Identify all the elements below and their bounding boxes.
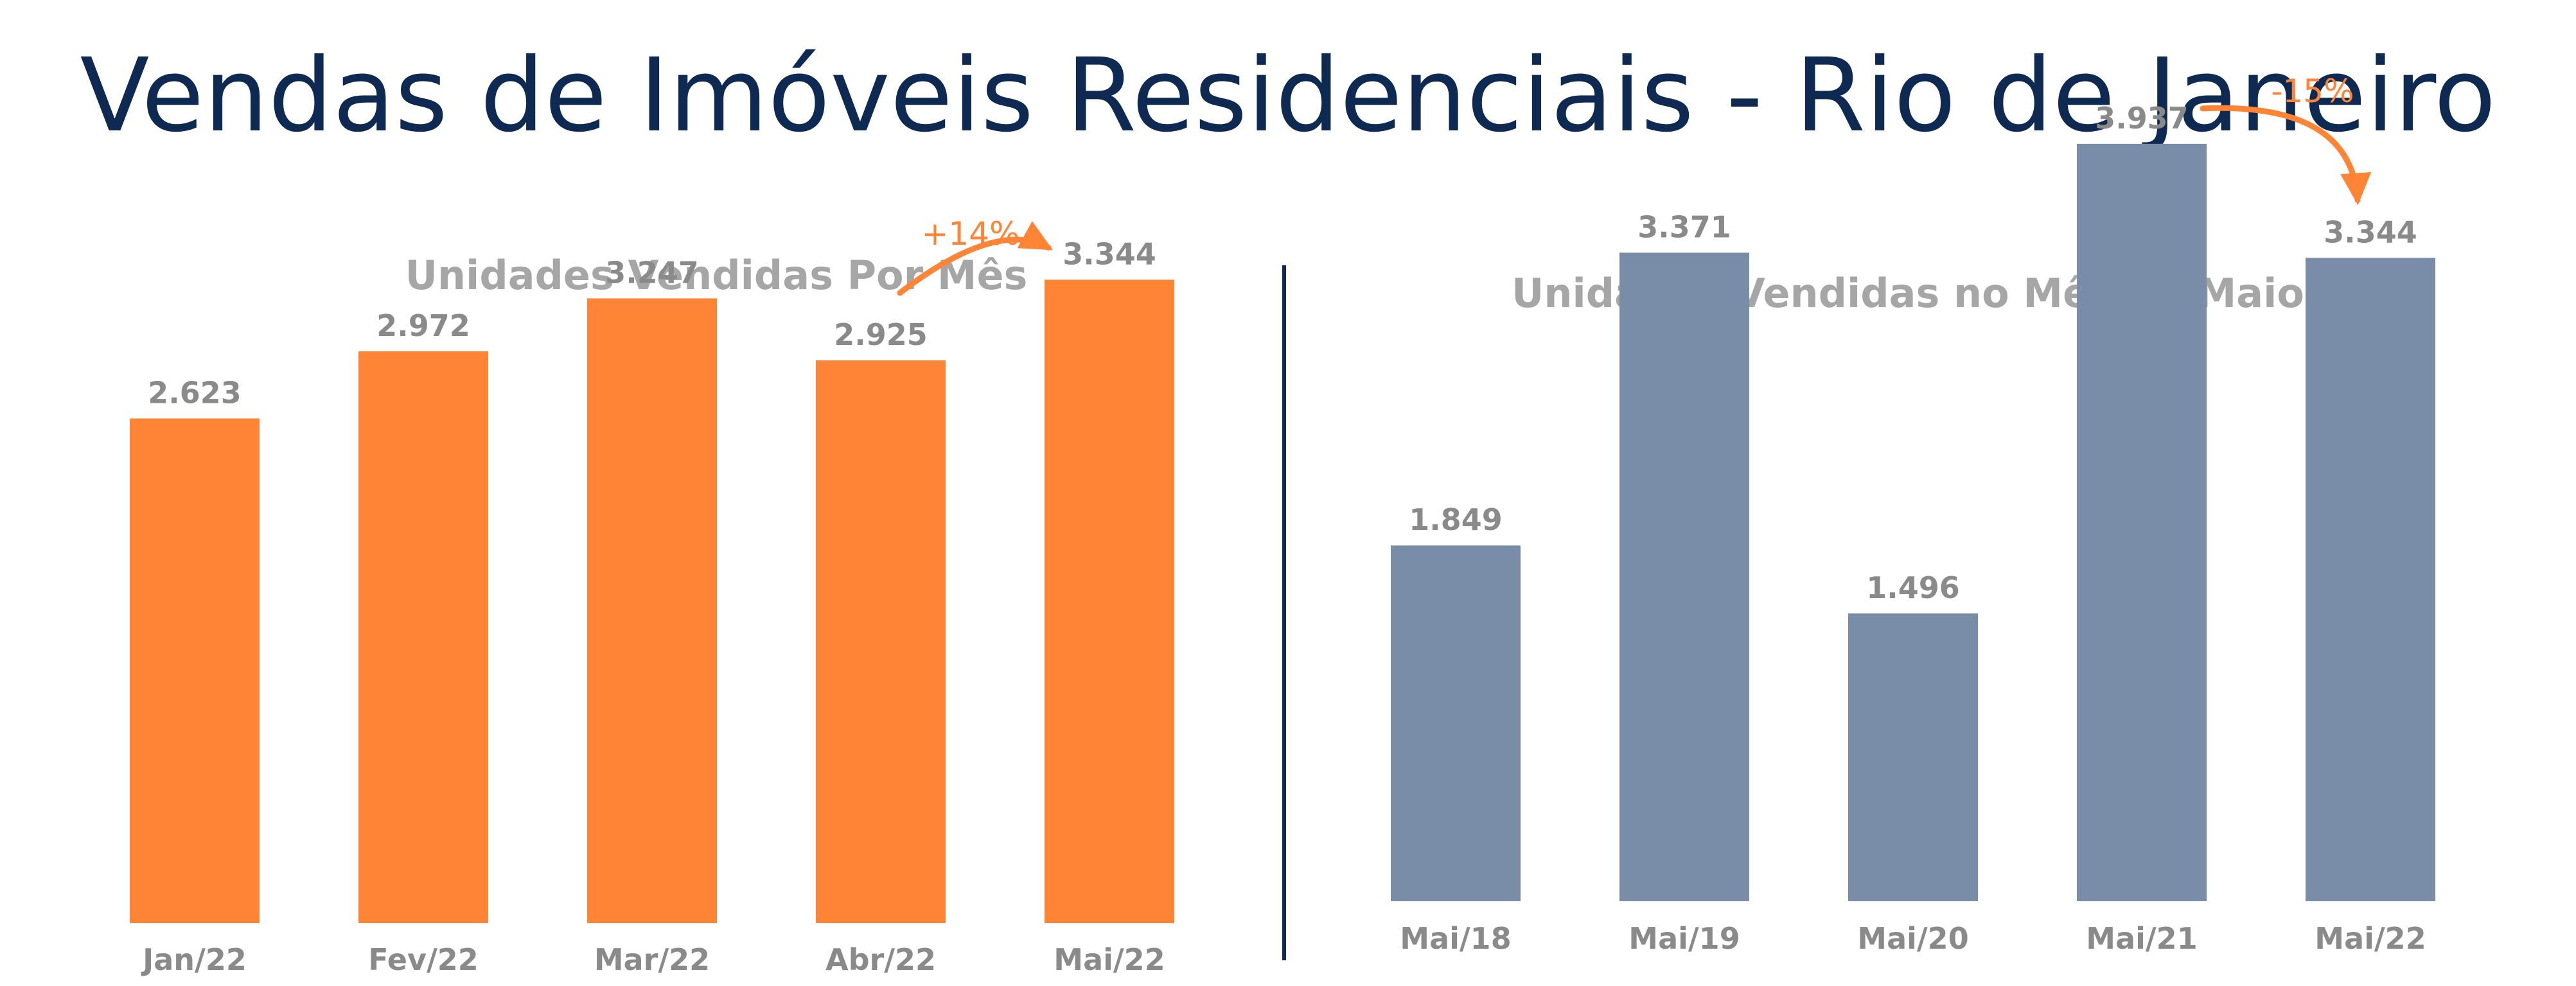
left-value-label: 2.972 [376,308,470,343]
right-bar-mai-22 [2306,258,2435,901]
page-title: Vendas de Imóveis Residenciais - Rio de … [80,37,2496,155]
left-category-label: Mar/22 [594,942,710,977]
right-change-annotation: -15% [2200,73,2372,206]
left-category-label: Mai/22 [1054,942,1165,977]
left-bar-abr-22 [816,360,946,923]
left-bar-mar-22 [587,298,717,923]
left-change-label: +14% [921,215,1019,252]
left-arrow-head [1017,221,1054,251]
left-category-label: Abr/22 [825,942,936,977]
left-category-label: Jan/22 [141,942,247,977]
right-arrow-line [2200,105,2361,203]
left-value-label: 3.344 [1063,236,1156,271]
left-bar-fev-22 [358,351,488,923]
left-value-label: 2.925 [834,317,928,352]
right-category-label: Mai/21 [2086,921,2197,956]
left-value-label: 2.623 [148,375,242,410]
right-category-label: Mai/19 [1628,921,1740,956]
right-value-label: 3.344 [2324,215,2417,249]
right-bar-mai-21 [2077,143,2207,901]
chart-divider [1282,265,1286,960]
left-bar-mai-22 [1045,279,1174,923]
right-bar-mai-19 [1619,252,1749,901]
left-bar-jan-22 [130,418,260,923]
right-arrow-head [2340,172,2372,206]
left-value-label: 3.247 [605,256,699,290]
right-category-label: Mai/18 [1400,921,1511,956]
right-bar-mai-20 [1848,613,1978,901]
left-category-label: Fev/22 [368,942,479,977]
right-bar-mai-18 [1391,545,1521,901]
left-change-annotation: +14% [897,215,1054,296]
right-value-label: 1.496 [1866,570,1960,605]
right-value-label: 3.371 [1637,209,1731,244]
right-change-label: -15% [2271,73,2354,110]
right-category-label: Mai/22 [2315,921,2426,956]
right-category-label: Mai/20 [1857,921,1968,956]
right-value-label: 1.849 [1409,502,1503,537]
right-value-label: 3.937 [2095,101,2189,136]
